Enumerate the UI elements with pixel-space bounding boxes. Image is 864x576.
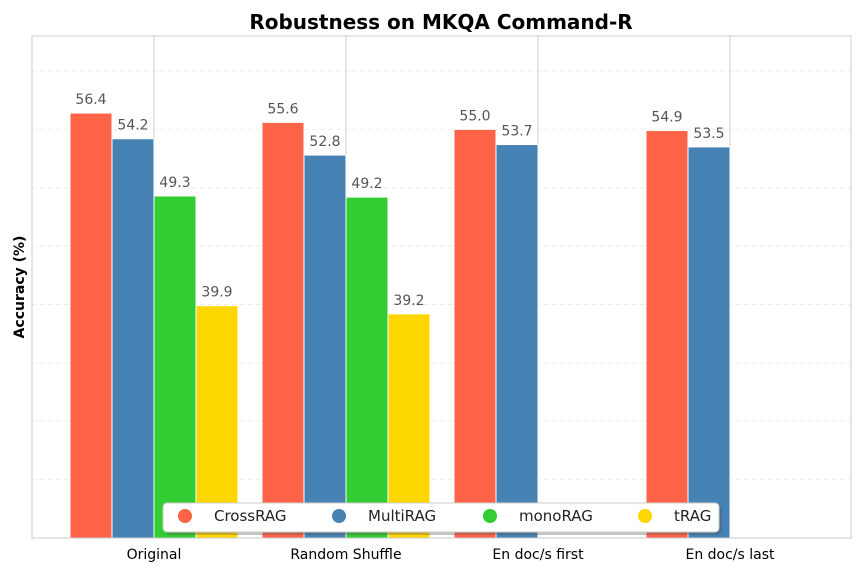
x-tick-label-3: En doc/s last [685,547,775,563]
legend-marker-trag [638,509,652,523]
bar-multirag-2 [495,144,539,539]
chart-title: Robustness on MKQA Command-R [249,10,632,34]
data-label-crossrag-0: 56.4 [75,92,106,108]
legend-label-multirag: MultiRAG [368,507,436,525]
data-label-trag-1: 39.2 [393,293,424,309]
data-label-multirag-3: 53.5 [693,126,724,142]
data-label-multirag-1: 52.8 [309,134,340,150]
bar-multirag-3 [687,146,731,539]
x-tick-label-2: En doc/s first [492,547,584,563]
x-tick-label-1: Random Shuffle [290,547,401,563]
bar-monorag-1 [345,196,389,539]
bar-crossrag-2 [453,128,497,539]
y-axis-label: Accuracy (%) [12,236,28,339]
data-label-crossrag-1: 55.6 [267,101,298,117]
x-tick-label-0: Original [127,547,182,563]
data-label-monorag-0: 49.3 [159,175,190,191]
legend-box [162,502,720,533]
data-label-multirag-0: 54.2 [117,118,148,134]
legend-label-monorag: monoRAG [519,507,593,525]
bar-trag-1 [387,313,431,539]
bar-multirag-0 [111,138,155,539]
bar-crossrag-3 [645,130,689,539]
data-label-trag-0: 39.9 [201,285,232,301]
x-tick-labels: Original Random Shuffle En doc/s first En d… [127,547,775,563]
data-label-multirag-2: 53.7 [501,124,532,140]
bars [69,112,731,539]
legend: CrossRAG MultiRAG monoRAG tRAG [162,502,722,535]
bar-multirag-1 [303,154,347,539]
bar-crossrag-0 [69,112,113,539]
data-label-crossrag-2: 55.0 [459,108,490,124]
plot-frame [31,35,852,539]
data-label-monorag-1: 49.2 [351,176,382,192]
bar-crossrag-1 [261,121,305,539]
legend-marker-crossrag [178,509,192,523]
legend-label-trag: tRAG [674,507,711,525]
legend-marker-multirag [332,509,346,523]
data-label-crossrag-3: 54.9 [651,110,682,126]
bar-monorag-0 [153,195,197,539]
bar-trag-0 [195,305,239,539]
data-labels: 56.4 55.6 55.0 54.9 54.2 52.8 53.7 53.5 49.3 49.2… [75,92,724,309]
legend-marker-monorag [483,509,497,523]
legend-label-crossrag: CrossRAG [214,507,287,525]
